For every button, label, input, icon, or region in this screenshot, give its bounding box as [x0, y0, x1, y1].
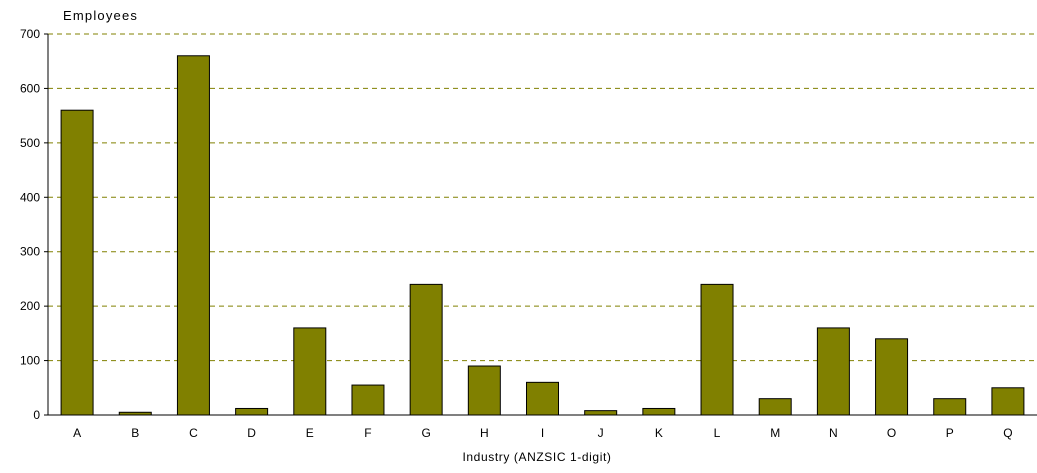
y-tick-label: 500 [20, 136, 40, 150]
x-tick-label: C [189, 426, 198, 440]
y-tick-label: 300 [20, 245, 40, 259]
y-tick-label: 600 [20, 81, 40, 95]
gridlines [48, 33, 1037, 362]
x-tick-label: I [541, 426, 544, 440]
bar-I [526, 381, 559, 416]
bar-J [584, 410, 618, 416]
bars [60, 55, 1025, 416]
y-tick-label: 0 [33, 408, 40, 422]
x-axis-label: Industry (ANZSIC 1-digit) [462, 450, 611, 464]
bar-K [642, 407, 676, 416]
axes [47, 34, 1037, 416]
y-tick-label: 100 [20, 354, 40, 368]
x-tick-label: Q [1003, 426, 1012, 440]
y-tick-label: 200 [20, 299, 40, 313]
x-tick-label: E [306, 426, 314, 440]
y-tick-label: 400 [20, 190, 40, 204]
x-tick-label: L [714, 426, 721, 440]
bar-P [933, 398, 967, 416]
bar-D [235, 407, 269, 416]
x-tick-label: G [421, 426, 430, 440]
bar-G [409, 283, 443, 416]
x-tick-label: O [887, 426, 896, 440]
bar-L [700, 283, 734, 416]
y-tick-labels: 0 100 200 300 400 500 600 700 [20, 27, 48, 422]
x-tick-label: J [598, 426, 604, 440]
x-tick-label: B [131, 426, 139, 440]
x-tick-label: D [247, 426, 256, 440]
bar-C [176, 55, 210, 416]
bar-A [60, 109, 94, 416]
bar-O [875, 338, 909, 416]
bar-F [351, 384, 385, 416]
x-tick-label: P [946, 426, 954, 440]
x-tick-labels: A B C D E F G H I J K L M N O P Q [73, 426, 1013, 440]
bar-N [816, 327, 850, 416]
x-tick-label: F [364, 426, 371, 440]
y-tick-label: 700 [20, 27, 40, 41]
x-tick-label: K [655, 426, 663, 440]
bar-Q [991, 387, 1025, 416]
x-tick-label: M [770, 426, 780, 440]
x-tick-label: A [73, 426, 81, 440]
bar-E [293, 327, 327, 416]
bar-H [467, 365, 501, 416]
chart-title: Employees [63, 8, 138, 23]
x-tick-label: H [480, 426, 489, 440]
bar-M [758, 398, 792, 416]
x-tick-label: N [829, 426, 838, 440]
